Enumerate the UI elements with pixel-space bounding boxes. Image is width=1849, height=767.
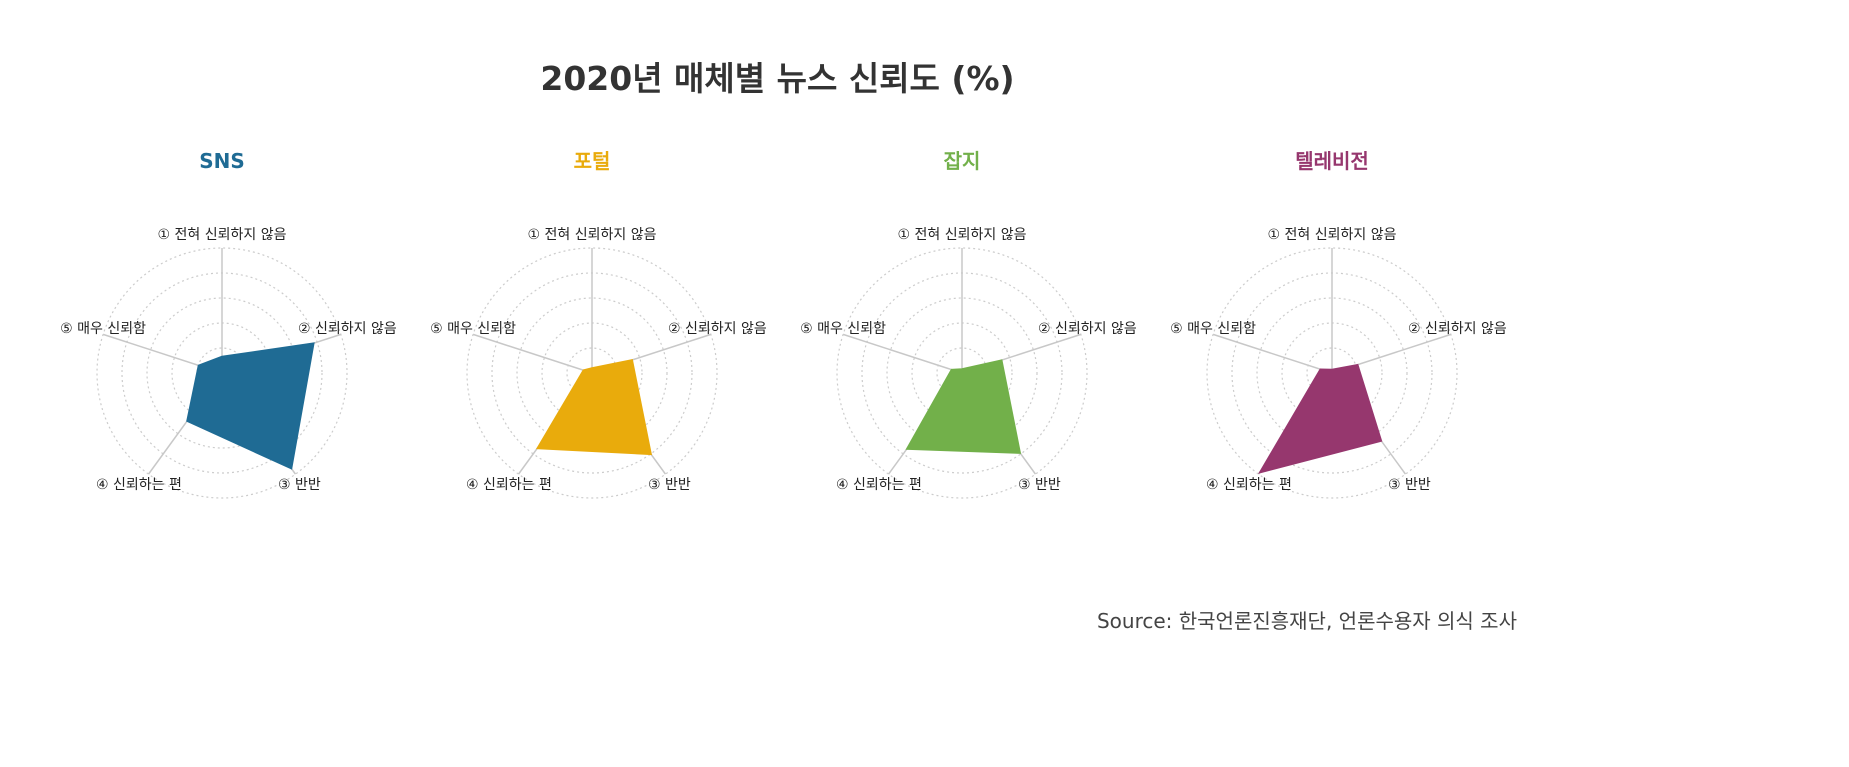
axis-label: ① 전혀 신뢰하지 않음 xyxy=(528,227,657,243)
axis-label: ③ 반반 xyxy=(648,477,691,493)
axis-label: ③ 반반 xyxy=(278,477,321,493)
grid-ring xyxy=(886,297,1038,449)
axis-label: ⑤ 매우 신뢰함 xyxy=(1170,321,1256,337)
axis-label: ③ 반반 xyxy=(1018,477,1061,493)
axis-label: ④ 신뢰하는 편 xyxy=(466,477,552,493)
data-polygon xyxy=(186,342,315,470)
radar-panel: SNS ① 전혀 신뢰하지 않음 ② 신뢰하지 않음 ③ 반반 ④ 신뢰하는 편 ⑤ 매우… xyxy=(60,149,397,499)
grid-ring xyxy=(836,247,1088,499)
grid-ring xyxy=(1256,297,1408,449)
axis-label: ① 전혀 신뢰하지 않음 xyxy=(158,227,287,243)
data-polygon xyxy=(905,359,1022,454)
chart-title: 2020년 매체별 뉴스 신뢰도 (%) xyxy=(540,59,1015,98)
axis-label: ④ 신뢰하는 편 xyxy=(836,477,922,493)
axis-label: ② 신뢰하지 않음 xyxy=(1408,321,1507,337)
axis-label: ① 전혀 신뢰하지 않음 xyxy=(1268,227,1397,243)
axis-spoke xyxy=(472,333,593,374)
axis-label: ④ 신뢰하는 편 xyxy=(96,477,182,493)
data-polygon xyxy=(1258,363,1383,474)
axis-label: ④ 신뢰하는 편 xyxy=(1206,477,1292,493)
radar-panel: 텔레비전 ① 전혀 신뢰하지 않음 ② 신뢰하지 않음 ③ 반반 ④ 신뢰하는 편 ⑤ 매… xyxy=(1170,149,1507,499)
axis-label: ② 신뢰하지 않음 xyxy=(1038,321,1137,337)
panel-title: SNS xyxy=(199,149,245,173)
axis-label: ② 신뢰하지 않음 xyxy=(298,321,397,337)
source-note: Source: 한국언론진흥재단, 언론수용자 의식 조사 xyxy=(1096,609,1517,633)
grid-ring xyxy=(96,247,348,499)
axis-spoke xyxy=(1212,333,1333,374)
axis-label: ③ 반반 xyxy=(1388,477,1431,493)
axis-spoke xyxy=(842,333,963,374)
axis-label: ② 신뢰하지 않음 xyxy=(668,321,767,337)
panel-title: 잡지 xyxy=(944,149,981,173)
grid-ring xyxy=(516,297,668,449)
radar-panel: 잡지 ① 전혀 신뢰하지 않음 ② 신뢰하지 않음 ③ 반반 ④ 신뢰하는 편 ⑤ 매우 … xyxy=(800,149,1137,499)
radar-panel: 포털 ① 전혀 신뢰하지 않음 ② 신뢰하지 않음 ③ 반반 ④ 신뢰하는 편 ⑤ 매우 … xyxy=(430,149,767,499)
panel-title: 포털 xyxy=(574,149,611,173)
data-polygon xyxy=(535,359,653,456)
axis-label: ① 전혀 신뢰하지 않음 xyxy=(898,227,1027,243)
grid-ring xyxy=(466,247,718,499)
grid-ring xyxy=(1206,247,1458,499)
axis-label: ⑤ 매우 신뢰함 xyxy=(430,321,516,337)
axis-label: ⑤ 매우 신뢰함 xyxy=(800,321,886,337)
panel-title: 텔레비전 xyxy=(1295,149,1369,173)
axis-label: ⑤ 매우 신뢰함 xyxy=(60,321,146,337)
